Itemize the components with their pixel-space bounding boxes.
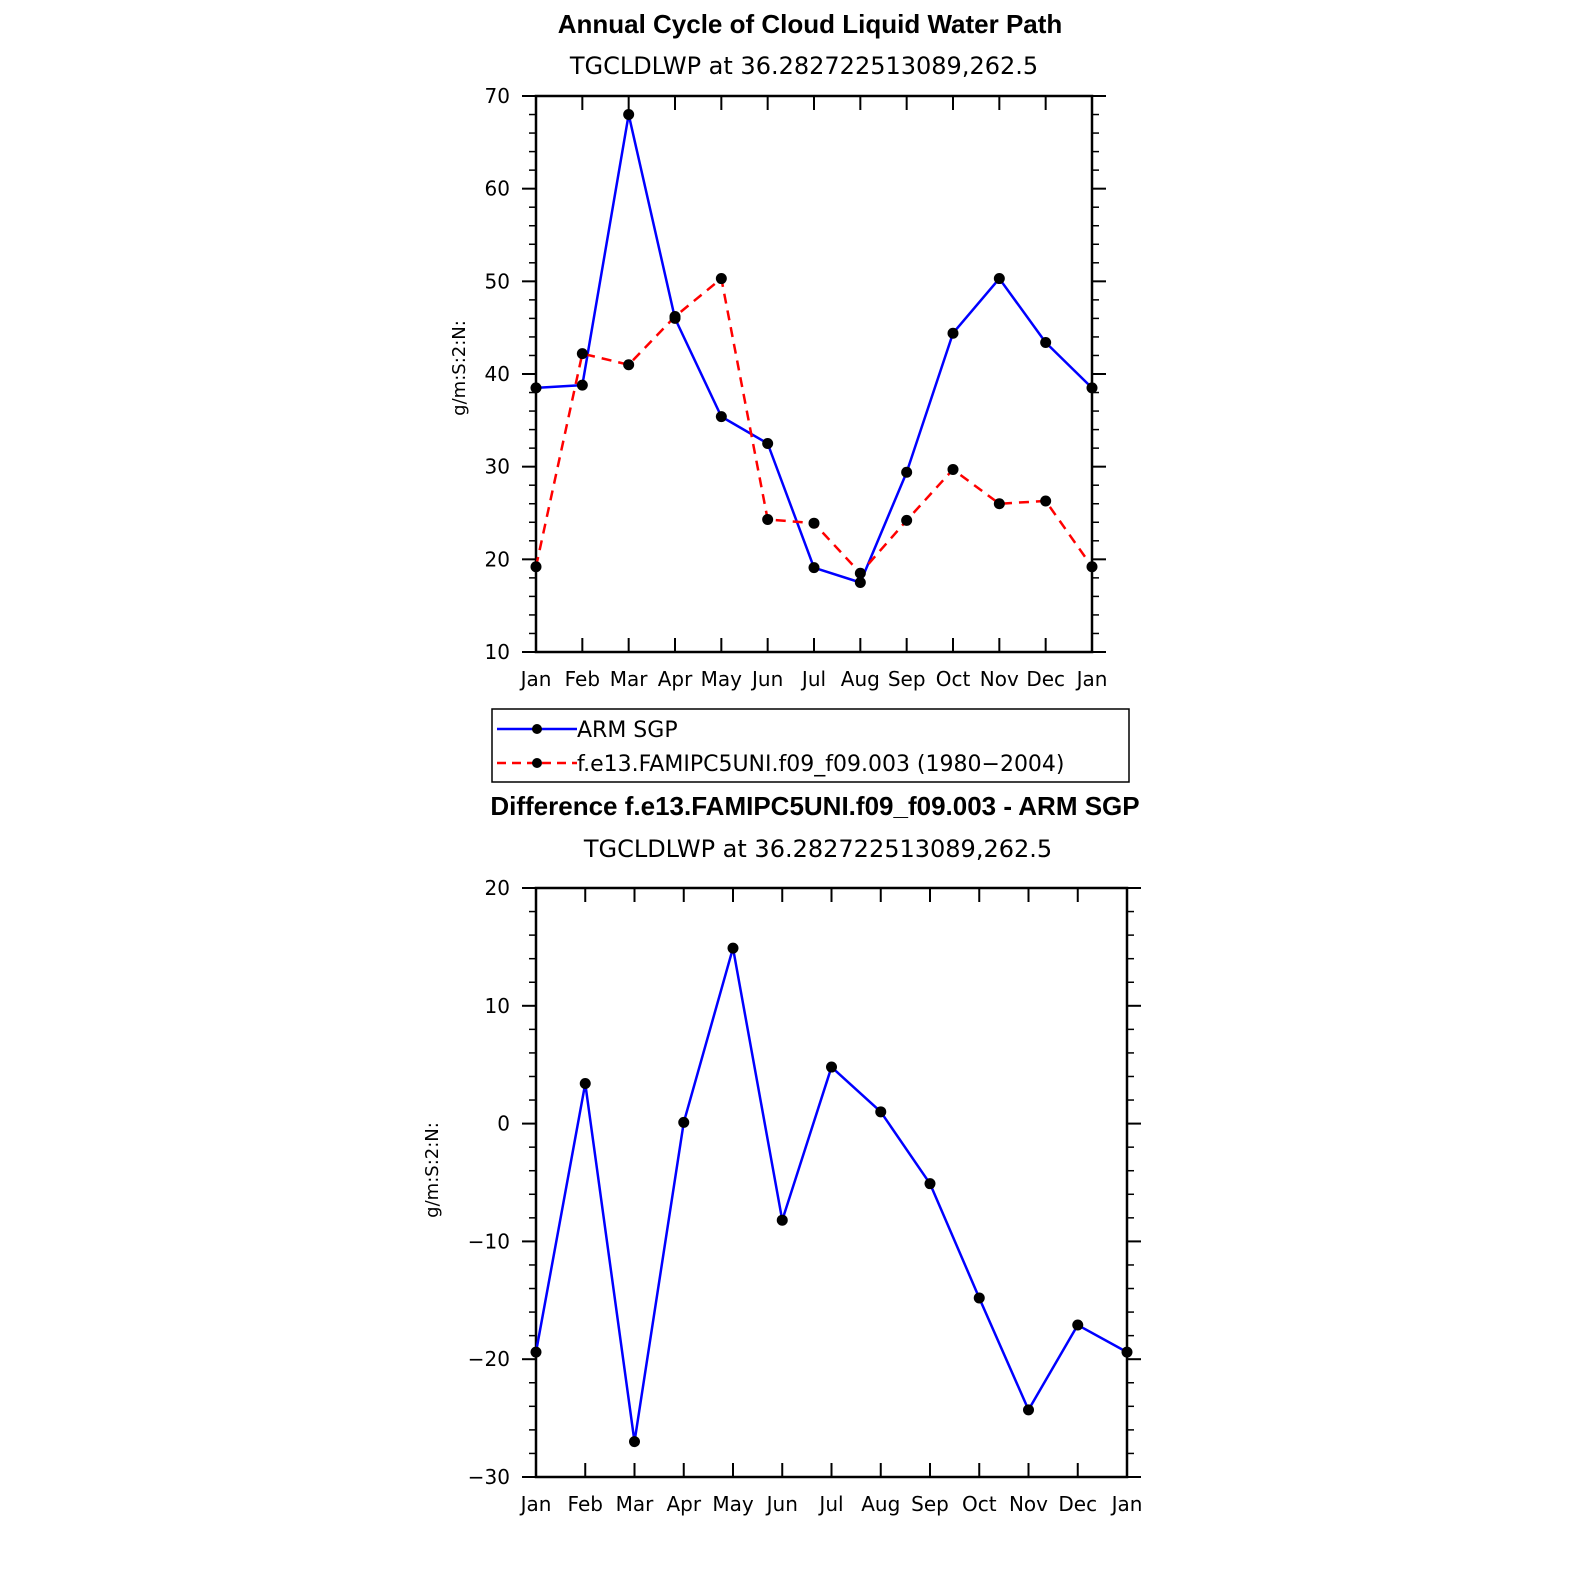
x-tick-label: Jan <box>1110 1492 1143 1516</box>
data-point <box>1023 1404 1034 1416</box>
y-tick-label: 20 <box>485 876 510 900</box>
series-line-0 <box>534 946 1128 1443</box>
data-point <box>669 311 681 323</box>
data-point <box>854 577 866 588</box>
legend-entry-arm: ARM SGP <box>577 718 678 743</box>
y-tick-label: 20 <box>485 547 510 571</box>
x-tick-label: Nov <box>1009 1492 1048 1516</box>
y-tick-label: 50 <box>485 269 510 293</box>
x-tick-label: Jul <box>800 667 826 691</box>
data-point <box>776 1214 788 1226</box>
data-point <box>678 1116 690 1128</box>
data-point <box>947 327 959 339</box>
data-point <box>1040 336 1052 348</box>
x-tick-label: Dec <box>1026 667 1065 691</box>
series-line-0 <box>535 113 1093 584</box>
data-point <box>579 1078 591 1090</box>
x-tick-label: Jul <box>817 1492 843 1516</box>
x-tick-label: Jun <box>750 667 783 691</box>
x-tick-label: Jan <box>519 1492 552 1516</box>
x-tick-label: Feb <box>565 667 600 691</box>
legend-entry-model: f.e13.FAMIPC5UNI.f09_f09.003 (1980−2004) <box>577 752 1065 777</box>
x-tick-label: Jan <box>1075 667 1108 691</box>
x-tick-label: Sep <box>911 1492 949 1516</box>
data-point <box>715 411 727 423</box>
data-point <box>808 562 820 574</box>
y-axis-label: g/m:S:2:N: <box>449 320 470 416</box>
data-point <box>762 513 774 525</box>
difference-chart: Difference f.e13.FAMIPC5UNI.f09_f09.003 … <box>422 791 1142 1516</box>
data-point <box>629 1436 640 1448</box>
data-point <box>1086 382 1098 394</box>
data-point <box>973 1292 985 1304</box>
chart-title: Difference f.e13.FAMIPC5UNI.f09_f09.003 … <box>490 791 1139 821</box>
data-point <box>1121 1346 1133 1358</box>
chart-subtitle: TGCLDLWP at 36.282722513089,262.5 <box>583 835 1052 863</box>
legend-box <box>491 708 1130 783</box>
legend-model-marker <box>532 758 542 768</box>
data-point <box>875 1106 887 1118</box>
data-point <box>854 567 866 579</box>
x-tick-label: Mar <box>616 1492 655 1516</box>
series-line-1 <box>534 277 1094 575</box>
data-point <box>901 514 913 526</box>
data-point <box>762 438 774 449</box>
legend-arm-marker <box>532 724 542 734</box>
x-tick-label: Apr <box>658 667 693 691</box>
data-point <box>924 1178 936 1190</box>
data-point <box>727 942 739 954</box>
data-point <box>993 273 1005 285</box>
x-tick-label: Jan <box>519 667 552 691</box>
data-point <box>993 498 1005 510</box>
chart-subtitle: TGCLDLWP at 36.282722513089,262.5 <box>569 52 1038 80</box>
data-point <box>1086 561 1098 573</box>
data-point <box>901 466 913 478</box>
x-tick-label: Sep <box>888 667 926 691</box>
x-tick-label: Feb <box>568 1492 603 1516</box>
x-tick-label: May <box>701 667 743 691</box>
x-tick-label: Mar <box>610 667 649 691</box>
data-point <box>576 379 588 391</box>
x-tick-label: Jun <box>765 1492 798 1516</box>
data-point <box>1040 495 1052 507</box>
y-axis-label: g/m:S:2:N: <box>422 1122 443 1218</box>
y-tick-label: 70 <box>485 84 510 108</box>
annual-cycle-chart: Annual Cycle of Cloud Liquid Water Path … <box>449 9 1107 691</box>
y-tick-label: 30 <box>485 455 510 479</box>
y-tick-label: 0 <box>497 1112 510 1136</box>
data-point <box>826 1061 837 1073</box>
legend: ARM SGP f.e13.FAMIPC5UNI.f09_f09.003 (19… <box>491 708 1130 783</box>
x-tick-label: Oct <box>962 1492 997 1516</box>
data-point <box>530 382 542 394</box>
y-tick-label: −20 <box>468 1347 510 1371</box>
data-point <box>1072 1319 1084 1331</box>
x-tick-label: Aug <box>841 667 880 691</box>
y-tick-label: 10 <box>485 640 510 664</box>
chart-title: Annual Cycle of Cloud Liquid Water Path <box>558 9 1063 39</box>
x-tick-label: Aug <box>861 1492 900 1516</box>
x-tick-label: May <box>712 1492 754 1516</box>
x-tick-label: Apr <box>666 1492 701 1516</box>
data-point <box>530 1346 542 1358</box>
y-tick-label: −30 <box>468 1465 510 1489</box>
x-tick-label: Nov <box>980 667 1019 691</box>
data-point <box>623 359 635 371</box>
data-point <box>576 348 588 360</box>
y-tick-label: 40 <box>485 362 510 386</box>
y-tick-label: −10 <box>468 1229 510 1253</box>
data-point <box>530 561 542 573</box>
data-point <box>808 517 820 529</box>
data-point <box>947 463 959 475</box>
y-tick-label: 60 <box>485 177 510 201</box>
data-point <box>715 273 727 285</box>
x-tick-label: Dec <box>1058 1492 1097 1516</box>
data-point <box>623 109 635 121</box>
y-tick-label: 10 <box>485 994 510 1018</box>
x-tick-label: Oct <box>936 667 971 691</box>
plot-frame <box>534 886 1129 1479</box>
